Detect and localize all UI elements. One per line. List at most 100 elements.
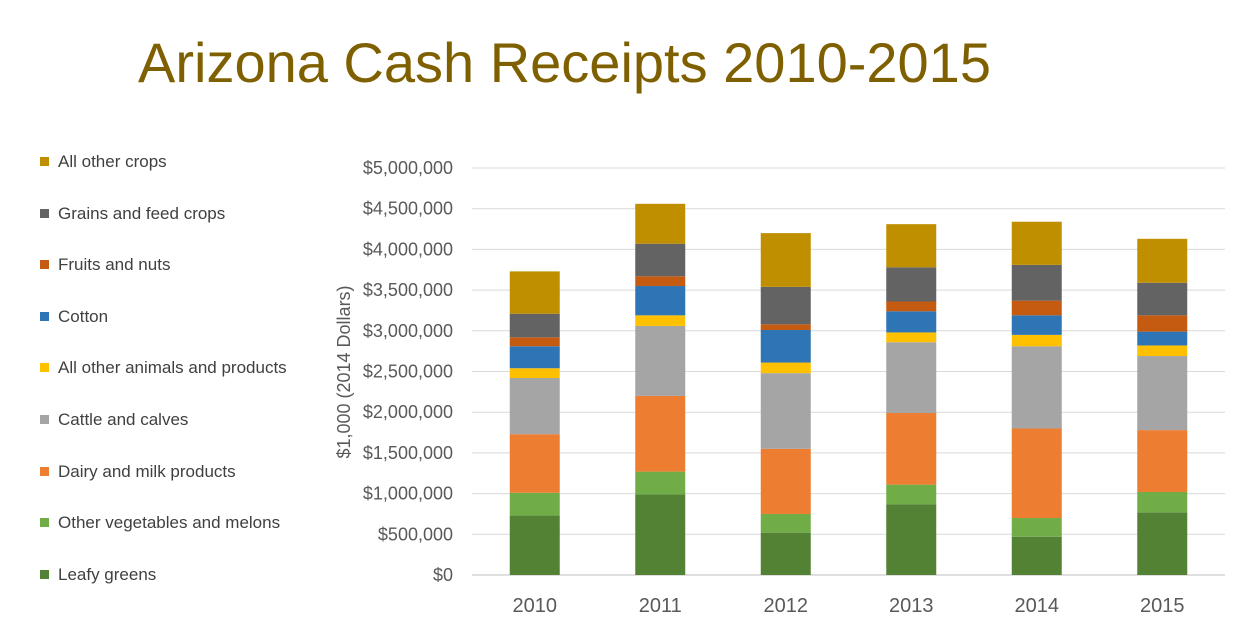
bar-segment	[509, 313, 560, 338]
bar-segment	[1011, 346, 1062, 429]
bar-segment	[1011, 300, 1062, 316]
bar-segment	[509, 492, 560, 516]
bar-segment	[1137, 345, 1188, 357]
legend-label: Cotton	[58, 306, 109, 326]
y-tick-label: $3,000,000	[363, 321, 453, 341]
y-tick-label: $1,000,000	[363, 484, 453, 504]
legend-label: Other vegetables and melons	[58, 513, 281, 533]
bar-segment	[509, 271, 560, 314]
bar-segment	[635, 395, 686, 472]
bar-segment	[635, 203, 686, 244]
bar-segment	[760, 324, 811, 330]
y-tick-label: $500,000	[378, 524, 453, 544]
x-tick-label: 2012	[764, 595, 809, 617]
bar-segment	[1011, 221, 1062, 265]
y-tick-label: $0	[433, 565, 453, 585]
bar-segment	[1137, 331, 1188, 346]
bar-segment	[760, 233, 811, 287]
bar-segment	[760, 329, 811, 363]
bar-segment	[635, 315, 686, 326]
bar-segment	[1137, 430, 1188, 492]
legend-label: Cattle and calves	[58, 410, 189, 429]
bar-segment	[760, 532, 811, 575]
legend-label: Leafy greens	[58, 564, 157, 584]
bar-segment	[760, 286, 811, 325]
x-tick-label: 2013	[889, 595, 934, 617]
bar-segment	[760, 513, 811, 533]
legend-item: All other crops	[40, 150, 298, 173]
bar-segment	[886, 224, 937, 268]
y-tick-label: $1,500,000	[363, 443, 453, 463]
x-tick-label: 2011	[639, 595, 682, 617]
legend-swatch	[40, 415, 49, 424]
bar-segment	[1011, 264, 1062, 301]
bar-segment	[1137, 282, 1188, 316]
bar-segment	[509, 368, 560, 379]
legend-label: Fruits and nuts	[58, 255, 171, 275]
y-tick-label: $3,500,000	[363, 280, 453, 300]
bar-segment	[886, 311, 937, 333]
legend-swatch	[40, 466, 49, 476]
legend-label: All other animals and products	[58, 358, 287, 378]
bar-segment	[1137, 315, 1188, 332]
legend-item: Other vegetables and melons	[40, 511, 298, 534]
legend-swatch	[40, 311, 49, 321]
bar-segment	[760, 448, 811, 514]
bar-segment	[635, 325, 686, 396]
y-tick-label: $5,000,000	[363, 158, 453, 178]
legend-swatch	[40, 569, 49, 579]
legend-item: Fruits and nuts	[40, 253, 298, 276]
legend-swatch	[40, 518, 49, 528]
bar-segment	[886, 301, 937, 312]
legend-swatch	[40, 157, 49, 166]
legend-item: Leafy greens	[40, 563, 298, 586]
legend-swatch	[40, 363, 49, 373]
legend-item: All other animals and products	[40, 356, 298, 379]
bar-segment	[1011, 315, 1062, 335]
bar-segment	[1137, 512, 1188, 575]
y-axis-label: $1,000 (2014 Dollars)	[334, 285, 354, 458]
bar-segment	[886, 332, 937, 343]
bar-segment	[886, 484, 937, 505]
bar-segment	[1011, 518, 1062, 537]
x-tick-label: 2014	[1015, 595, 1060, 617]
bar-segment	[635, 471, 686, 495]
bar-segment	[509, 434, 560, 493]
legend-swatch	[40, 208, 49, 218]
chart-title: Arizona Cash Receipts 2010-2015	[138, 31, 991, 94]
bar-segment	[635, 243, 686, 277]
legend-label: Dairy and milk products	[58, 461, 236, 481]
y-tick-label: $4,500,000	[363, 199, 453, 219]
legend-label: Grains and feed crops	[58, 203, 226, 223]
y-tick-label: $2,500,000	[363, 362, 453, 382]
y-tick-label: $2,000,000	[363, 402, 453, 422]
bar-segment	[635, 494, 686, 575]
bar-segment	[635, 276, 686, 287]
legend-item: Cattle and calves	[40, 408, 298, 431]
x-tick-label: 2010	[513, 595, 558, 617]
legend-swatch	[40, 260, 49, 270]
legend-item: Grains and feed crops	[40, 202, 298, 225]
bar-segment	[886, 504, 937, 575]
bar-segment	[886, 342, 937, 414]
bar-segment	[1137, 238, 1188, 283]
y-tick-label: $4,000,000	[363, 239, 453, 259]
bar-segment	[635, 286, 686, 316]
bar-segment	[1011, 536, 1062, 575]
bar-segment	[1011, 334, 1062, 347]
bar-segment	[760, 373, 811, 449]
bar-segment	[1137, 491, 1188, 513]
legend-label: All other crops	[58, 152, 167, 171]
bar-segment	[1011, 428, 1062, 519]
bar-segment	[509, 378, 560, 435]
legend-item: Cotton	[40, 305, 298, 328]
bar-segment	[1137, 356, 1188, 431]
bar-segment	[509, 337, 560, 347]
bar-segment	[886, 267, 937, 302]
bar-segment	[760, 362, 811, 374]
bar-segment	[509, 515, 560, 575]
bar-segment	[886, 413, 937, 485]
legend-item: Dairy and milk products	[40, 460, 298, 483]
bar-segment	[509, 346, 560, 369]
